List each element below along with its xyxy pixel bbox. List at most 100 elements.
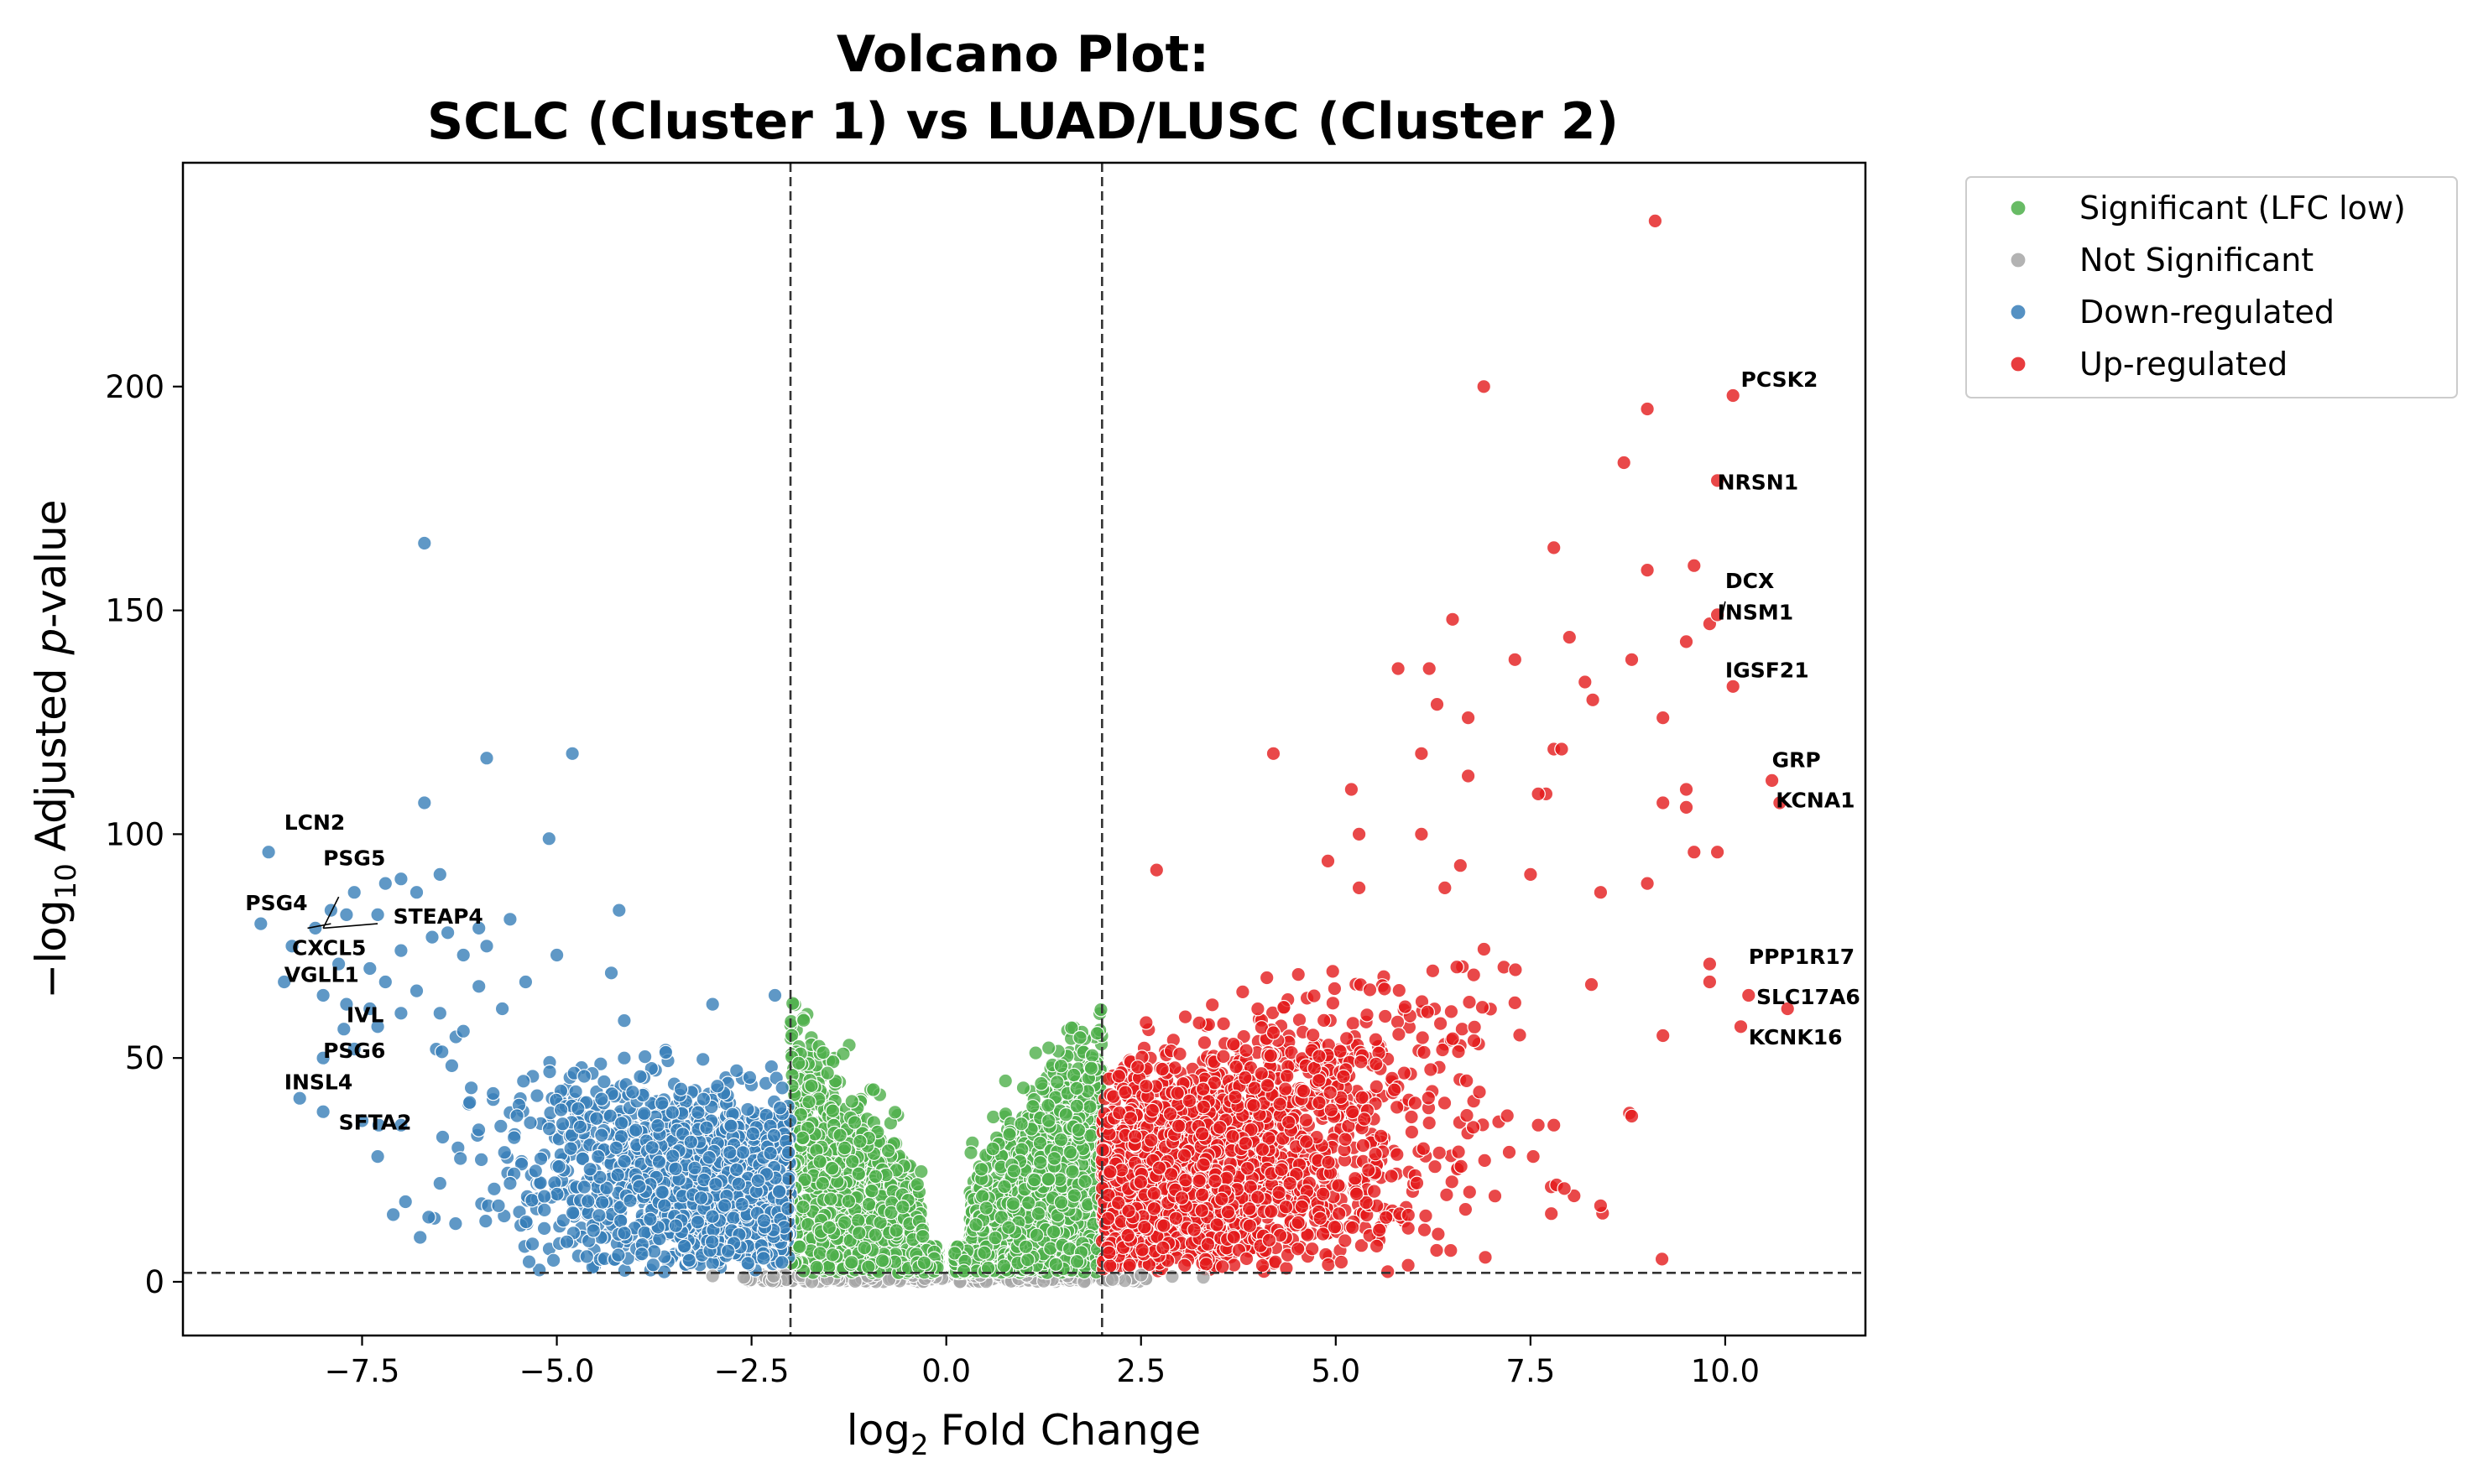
data-point bbox=[841, 1194, 857, 1209]
data-point bbox=[611, 1247, 626, 1263]
data-point bbox=[825, 1247, 840, 1263]
data-point bbox=[651, 1154, 667, 1169]
data-point bbox=[463, 1080, 479, 1096]
data-point bbox=[889, 1223, 904, 1238]
data-point bbox=[837, 1140, 853, 1156]
data-point bbox=[740, 1256, 756, 1271]
data-point bbox=[594, 1195, 610, 1211]
data-point bbox=[637, 1049, 653, 1065]
data-point bbox=[493, 1118, 509, 1134]
data-point bbox=[687, 1160, 702, 1176]
data-point bbox=[530, 1088, 545, 1103]
data-point bbox=[1439, 1187, 1454, 1203]
data-point bbox=[815, 1175, 831, 1191]
data-point bbox=[735, 1145, 751, 1160]
data-point bbox=[853, 1133, 868, 1149]
data-point bbox=[1345, 1016, 1361, 1031]
data-point bbox=[515, 1074, 531, 1089]
data-point bbox=[625, 1085, 640, 1100]
data-point bbox=[796, 1199, 811, 1215]
data-point bbox=[613, 1116, 629, 1131]
data-point bbox=[1048, 1257, 1064, 1273]
data-point bbox=[1005, 1196, 1021, 1211]
data-point bbox=[589, 1111, 604, 1127]
data-point bbox=[1050, 1075, 1065, 1090]
data-point bbox=[536, 1221, 552, 1237]
data-point bbox=[750, 1173, 766, 1189]
data-point bbox=[998, 1073, 1013, 1089]
data-point bbox=[1028, 1045, 1043, 1060]
data-point bbox=[1020, 1195, 1036, 1211]
data-point bbox=[825, 1103, 841, 1118]
data-point bbox=[696, 1091, 712, 1106]
data-point bbox=[868, 1227, 883, 1242]
data-point bbox=[673, 1081, 689, 1096]
data-point bbox=[506, 1130, 522, 1145]
data-point bbox=[487, 1181, 502, 1197]
data-point bbox=[1197, 1035, 1213, 1050]
data-point bbox=[1046, 1151, 1062, 1166]
data-point bbox=[780, 1201, 796, 1216]
data-point bbox=[880, 1143, 896, 1159]
data-point bbox=[822, 1220, 837, 1235]
data-point bbox=[665, 1105, 681, 1120]
data-point bbox=[780, 1171, 796, 1186]
data-point bbox=[485, 1086, 501, 1101]
data-point bbox=[1001, 1220, 1016, 1235]
data-point bbox=[977, 1245, 992, 1261]
data-point bbox=[1325, 996, 1341, 1011]
data-point bbox=[553, 1102, 569, 1117]
data-point bbox=[816, 1045, 831, 1060]
data-point bbox=[910, 1177, 926, 1192]
data-point bbox=[1444, 1174, 1459, 1190]
data-point bbox=[717, 1198, 733, 1213]
data-point bbox=[820, 1065, 835, 1080]
data-point bbox=[988, 1230, 1003, 1246]
data-point bbox=[763, 1145, 778, 1161]
data-point bbox=[690, 1215, 706, 1230]
data-point bbox=[590, 1148, 606, 1164]
data-point bbox=[1053, 1132, 1069, 1148]
data-point bbox=[668, 1161, 683, 1177]
data-point bbox=[985, 1109, 1001, 1125]
data-point bbox=[1474, 999, 1490, 1015]
data-point bbox=[1425, 963, 1441, 979]
data-point bbox=[795, 1130, 811, 1146]
data-point bbox=[731, 1176, 747, 1192]
data-point bbox=[1041, 1171, 1056, 1187]
data-point bbox=[668, 1218, 684, 1233]
data-point bbox=[586, 1223, 601, 1238]
data-point bbox=[801, 1094, 816, 1110]
data-point bbox=[857, 1240, 872, 1256]
data-point bbox=[1117, 1273, 1133, 1289]
data-point bbox=[582, 1161, 597, 1177]
data-point bbox=[541, 1121, 557, 1137]
data-point bbox=[1077, 1174, 1093, 1190]
data-point bbox=[978, 1200, 994, 1216]
data-point bbox=[695, 1052, 711, 1067]
data-point bbox=[722, 1144, 738, 1160]
data-point bbox=[536, 1202, 552, 1218]
data-point bbox=[1291, 966, 1306, 982]
data-point bbox=[1084, 1048, 1100, 1063]
data-point bbox=[851, 1166, 867, 1181]
data-point bbox=[550, 1186, 565, 1202]
data-point bbox=[728, 1063, 744, 1079]
data-point bbox=[1067, 1188, 1082, 1203]
data-point bbox=[985, 1141, 1001, 1157]
data-point bbox=[996, 1258, 1012, 1273]
data-point bbox=[565, 1205, 581, 1221]
data-point bbox=[1041, 1097, 1056, 1113]
data-point bbox=[775, 1080, 790, 1096]
data-point bbox=[594, 1091, 609, 1106]
data-point bbox=[916, 1255, 932, 1271]
data-point bbox=[850, 1213, 866, 1228]
data-point bbox=[726, 1211, 741, 1226]
data-point bbox=[1053, 1058, 1069, 1074]
data-point bbox=[559, 1234, 575, 1250]
data-point bbox=[1443, 1242, 1458, 1258]
data-point bbox=[1032, 1155, 1048, 1170]
data-point bbox=[832, 1127, 848, 1143]
data-point bbox=[665, 1148, 681, 1164]
data-point bbox=[702, 1149, 717, 1165]
